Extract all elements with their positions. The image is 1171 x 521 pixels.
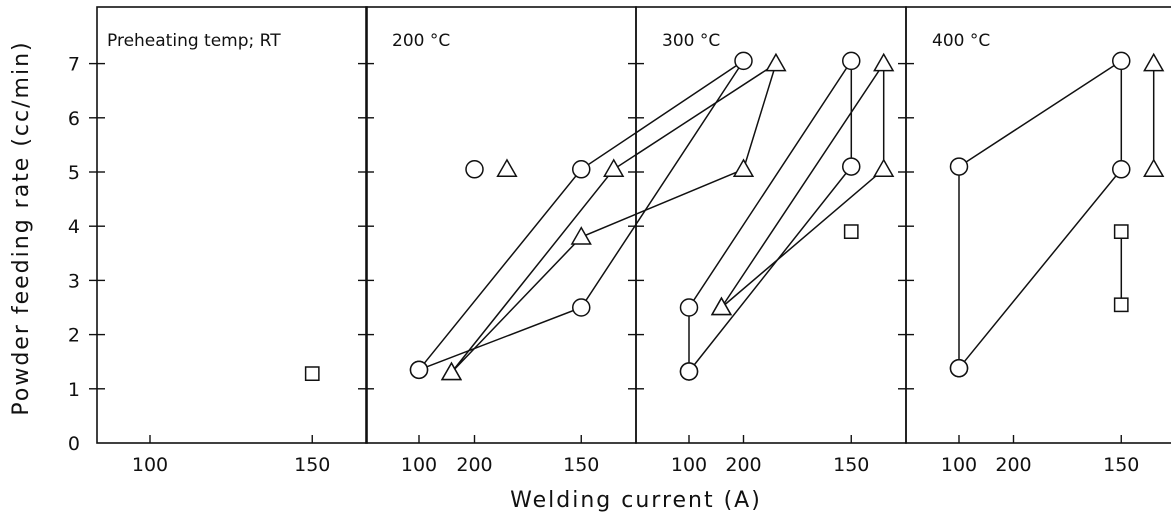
panel-3-triangle-marker-2 [873, 158, 895, 178]
panel-3-circle-marker-3 [842, 51, 861, 71]
panel-3-xtick-label-150: 150 [833, 454, 869, 476]
panel-3-circle-marker-2 [842, 157, 861, 176]
panel-4-title: 400 °C [932, 31, 990, 51]
panel-1-triangle-marker-1 [496, 158, 518, 178]
panel-3-circle-marker-5 [679, 362, 699, 381]
ytick-label-7: 7 [68, 54, 80, 76]
ytick-label-1: 1 [68, 379, 80, 401]
panel-4-square-marker-1 [1113, 224, 1129, 240]
ytick-label-2: 2 [68, 325, 80, 347]
panel-2: 100 150 200 200 °C [358, 6, 787, 476]
panel-4-triangle-marker-2 [1143, 52, 1165, 72]
x-axis-label: Welding current (A) [510, 488, 762, 513]
panel-4-xtick-label-150: 150 [1103, 454, 1139, 476]
panel-4-xtick-label-100: 100 [941, 454, 977, 476]
panel-2-title: 200 °C [392, 31, 450, 51]
panel-2-circle-marker-3 [734, 51, 753, 71]
panel-2-triangle-marker-6 [440, 361, 463, 381]
panel-2-xtick-label-100: 100 [401, 454, 437, 476]
panel-4-circle-marker-3 [1112, 51, 1131, 71]
ytick-label-3: 3 [68, 270, 80, 292]
panel-1-square-marker-1 [304, 366, 320, 382]
y-tick-labels: 0 1 2 3 4 5 6 7 [68, 54, 80, 455]
panel-2-triangle-marker-3 [765, 52, 787, 72]
panel-1-xtick-label-150: 150 [294, 454, 330, 476]
panel-4-square-marker-2 [1113, 297, 1129, 313]
panel-2-frame [365, 6, 637, 444]
panel-2-triangle-line [450, 61, 778, 374]
panel-1-xtick-label-200: 200 [456, 454, 492, 476]
panel-4-frame [905, 6, 1171, 444]
panel-3-xtick-label-100: 100 [671, 454, 707, 476]
panel-3-frame [635, 6, 907, 444]
panel-1-xtick-label-100: 100 [132, 454, 168, 476]
panel-3-triangle-line [720, 61, 885, 309]
panel-3: 100 150 200 300 °C [628, 6, 1032, 476]
panel-3-square-marker-1 [843, 224, 859, 240]
panel-4: 100 150 200 400 °C [898, 6, 1171, 476]
panel-1-frame [96, 6, 368, 444]
panel-2-circle-marker-4 [572, 298, 591, 317]
panel-3-xtick-label-200: 200 [995, 454, 1031, 476]
panel-2-triangle-marker-4 [732, 158, 755, 178]
panel-1-title: Preheating temp; RT [107, 31, 281, 51]
panel-4-triangle-marker-1 [1143, 158, 1165, 178]
panel-3-circle-marker-4 [679, 298, 699, 317]
ytick-label-0: 0 [68, 433, 80, 455]
panel-2-circle-marker-5 [409, 360, 429, 380]
panel-3-triangle-marker-3 [873, 52, 895, 72]
panel-2-circle-marker-2 [572, 160, 591, 179]
panel-2-xtick-label-150: 150 [563, 454, 599, 476]
panel-3-title: 300 °C [662, 31, 720, 51]
panel-1-circle-marker-1 [465, 160, 484, 179]
panel-2-circle-line [418, 60, 745, 371]
ytick-label-4: 4 [68, 216, 80, 238]
panel-2-xtick-label-200: 200 [725, 454, 761, 476]
panel-4-circle-line [958, 59, 1123, 369]
panel-2-triangle-marker-5 [570, 226, 592, 245]
panel-1: 100 150 200 Preheating temp; RT [89, 6, 518, 476]
panel-2-triangle-marker-2 [603, 158, 625, 178]
ytick-label-5: 5 [68, 162, 80, 184]
panel-4-circle-marker-2 [949, 157, 969, 176]
panel-4-circle-marker-5 [949, 358, 969, 378]
y-axis-label: Powder feeding rate (cc/min) [9, 40, 34, 415]
ytick-label-6: 6 [68, 108, 80, 130]
panel-3-triangle-marker-4 [710, 296, 733, 316]
panel-4-circle-marker-4 [1112, 160, 1131, 179]
